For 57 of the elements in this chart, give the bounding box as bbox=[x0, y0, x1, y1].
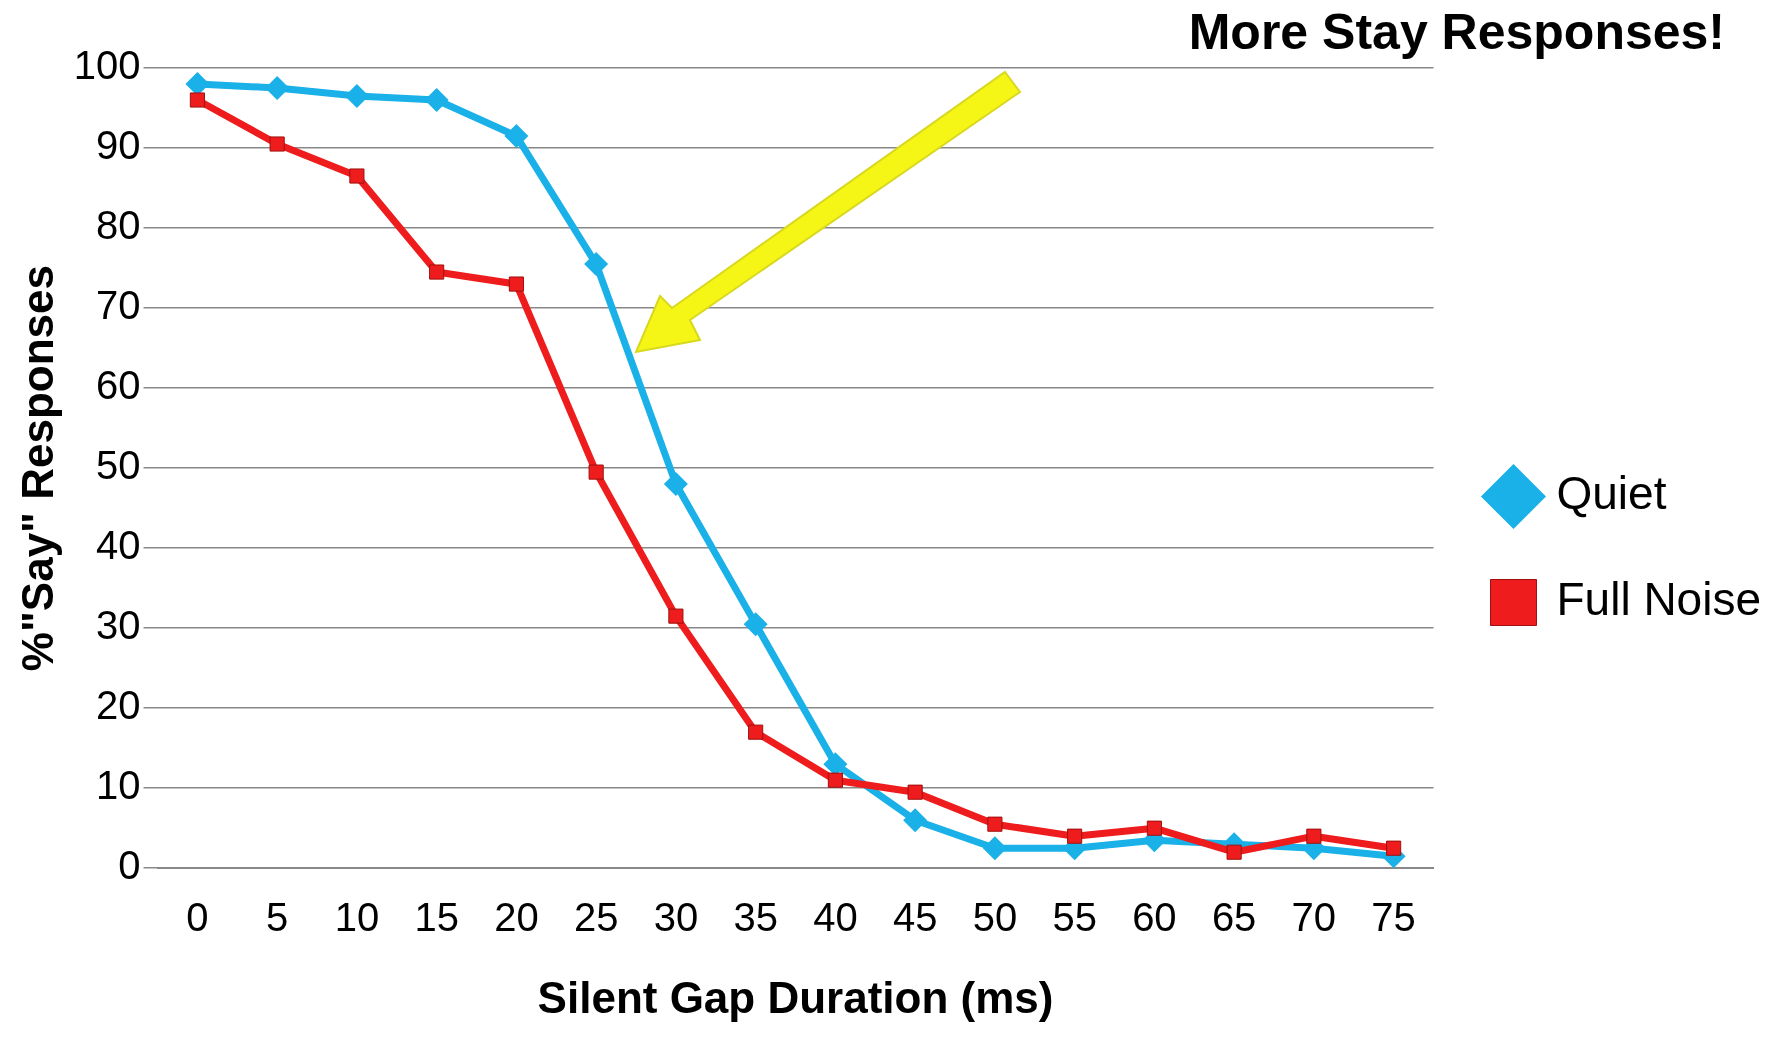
point bbox=[903, 808, 928, 833]
point bbox=[584, 252, 609, 277]
x-tick-label: 45 bbox=[892, 895, 938, 940]
point bbox=[588, 464, 604, 480]
point bbox=[508, 276, 524, 292]
y-tick-label: 30 bbox=[96, 603, 141, 648]
x-tick-label: 35 bbox=[733, 895, 778, 940]
y-axis-title: %"Say" Responses bbox=[12, 265, 62, 672]
point bbox=[1386, 840, 1402, 856]
x-axis-title: Silent Gap Duration (ms) bbox=[537, 972, 1054, 1022]
x-tick-label: 50 bbox=[972, 895, 1018, 940]
y-tick-label: 0 bbox=[118, 843, 141, 888]
point bbox=[1306, 828, 1322, 844]
point bbox=[424, 88, 449, 113]
y-tick-label: 70 bbox=[96, 283, 141, 328]
point bbox=[827, 772, 843, 788]
x-tick-label: 20 bbox=[494, 895, 539, 940]
legend-label: Full Noise bbox=[1556, 573, 1762, 626]
point bbox=[663, 472, 688, 497]
x-tick-label: 40 bbox=[813, 895, 858, 940]
y-tick-label: 40 bbox=[96, 523, 141, 568]
x-tick-label: 30 bbox=[653, 895, 699, 940]
point bbox=[987, 816, 1003, 832]
y-tick-label: 90 bbox=[96, 123, 141, 168]
legend-label: Quiet bbox=[1556, 467, 1667, 520]
point bbox=[265, 76, 290, 101]
point bbox=[907, 784, 923, 800]
x-tick-label: 10 bbox=[334, 895, 380, 940]
y-tick-label: 20 bbox=[96, 683, 141, 728]
x-tick-label: 75 bbox=[1371, 895, 1416, 940]
point bbox=[189, 92, 205, 108]
text: More Stay Responses! bbox=[1188, 3, 1725, 60]
point bbox=[429, 264, 445, 280]
point bbox=[668, 608, 684, 624]
point bbox=[344, 84, 369, 109]
point bbox=[748, 724, 764, 740]
point bbox=[1146, 820, 1162, 836]
y-tick-label: 50 bbox=[96, 443, 141, 488]
x-tick-label: 65 bbox=[1211, 895, 1257, 940]
point bbox=[269, 136, 285, 152]
x-tick-label: 60 bbox=[1132, 895, 1177, 940]
x-tick-label: 25 bbox=[573, 895, 619, 940]
y-tick-label: 100 bbox=[73, 43, 141, 88]
x-tick-label: 55 bbox=[1052, 895, 1097, 940]
point bbox=[1226, 844, 1242, 860]
point bbox=[982, 836, 1007, 861]
point bbox=[504, 124, 529, 149]
point bbox=[1067, 828, 1083, 844]
x-tick-label: 15 bbox=[414, 895, 459, 940]
point bbox=[743, 612, 768, 637]
x-tick-label: 0 bbox=[186, 895, 209, 940]
point bbox=[349, 168, 365, 184]
x-tick-label: 70 bbox=[1291, 895, 1337, 940]
y-tick-label: 60 bbox=[96, 363, 141, 408]
y-tick-label: 10 bbox=[96, 763, 141, 808]
y-tick-label: 80 bbox=[96, 203, 141, 248]
x-tick-label: 5 bbox=[266, 895, 289, 940]
